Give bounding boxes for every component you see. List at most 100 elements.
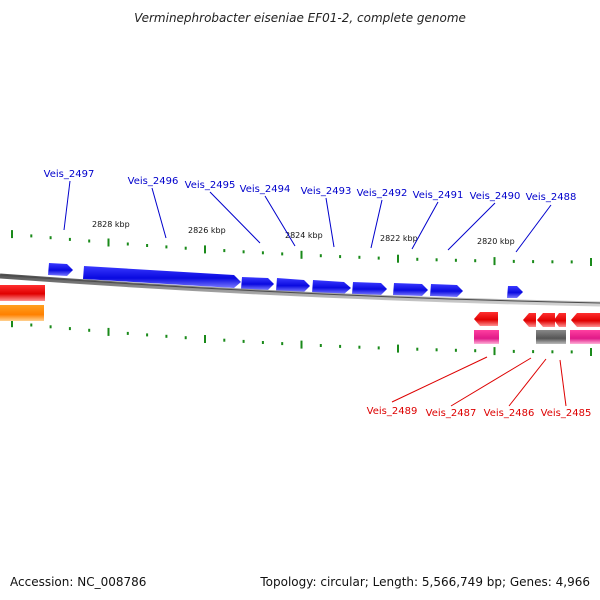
inner-tick [88,328,91,332]
inner-tick [184,336,187,340]
outer-tick [242,250,245,254]
outer-tick [223,249,226,253]
topology-text: Topology: circular; Length: 5,566,749 bp… [259,575,590,589]
outer-tick-row [11,230,592,266]
gene-veis-2485-pink[interactable] [570,330,600,344]
callout-line-veis-2493 [325,197,335,248]
gene-veis-2486b[interactable] [554,313,566,327]
gene-label-veis-2497[interactable]: Veis_2497 [44,169,95,180]
outer-tick [474,259,477,263]
outer-tick [49,236,52,240]
outer-tick [30,234,33,238]
gene-veis-2490[interactable] [430,284,463,297]
outer-tick [184,246,187,250]
gene-veis-2488[interactable] [507,286,523,298]
callout-line-veis-2487 [450,357,532,407]
inner-tick [377,346,380,350]
gene-label-veis-2490[interactable]: Veis_2490 [470,191,521,202]
inner-tick [165,334,168,338]
gene-veis-2493[interactable] [312,280,351,294]
inner-tick [242,339,245,343]
gene-veis-2494[interactable] [276,278,310,292]
reverse-genes [0,285,600,344]
outer-tick [319,254,322,258]
gene-label-veis-2492[interactable]: Veis_2492 [357,188,408,199]
gene-block-left-red[interactable] [0,285,45,301]
gene-label-veis-2488[interactable]: Veis_2488 [526,192,577,203]
inner-tick [551,350,554,354]
gene-veis-2487[interactable] [523,313,536,327]
gene-label-veis-2487[interactable]: Veis_2487 [426,408,477,419]
gene-label-veis-2494[interactable]: Veis_2494 [240,184,291,195]
inner-tick [435,348,438,352]
callout-line-veis-2494 [264,195,296,247]
callout-line-veis-2495 [209,191,261,244]
scale-label-2824: 2824 kbp [285,231,323,240]
gene-veis-2495[interactable] [241,277,274,290]
gene-veis-2486-gray[interactable] [536,330,566,344]
inner-tick [590,348,592,356]
inner-tick [261,341,264,344]
inner-tick [281,342,284,346]
callout-line-veis-2492 [370,199,383,249]
inner-tick [146,333,149,337]
gene-veis-2491[interactable] [393,283,428,296]
inner-tick [532,350,535,354]
outer-tick [339,255,342,259]
inner-tick [204,335,206,343]
gene-label-veis-2491[interactable]: Veis_2491 [413,190,464,201]
callout-line-veis-2488 [515,204,552,253]
outer-tick [107,238,110,247]
gene-veis-2497[interactable] [48,263,73,276]
gene-label-veis-2485[interactable]: Veis_2485 [541,408,592,419]
outer-tick [126,242,129,246]
outer-tick [377,256,380,260]
outer-tick [454,258,457,262]
gene-label-veis-2489[interactable]: Veis_2489 [367,406,418,417]
outer-tick [146,244,149,247]
scale-label-2820: 2820 kbp [477,237,515,246]
gene-label-veis-2493[interactable]: Veis_2493 [301,186,352,197]
reverse-gene-labels: Veis_2489 Veis_2487 Veis_2486 Veis_2485 [367,406,592,419]
gene-veis-2489-pink[interactable] [474,330,499,344]
outer-tick [590,258,592,266]
inner-tick [493,347,496,356]
gene-label-veis-2486[interactable]: Veis_2486 [484,408,535,419]
gene-block-left-orange[interactable] [0,305,44,321]
gene-veis-2485[interactable] [571,313,600,327]
outer-tick [435,258,438,262]
gene-veis-2489[interactable] [474,312,498,326]
gene-veis-2496[interactable] [83,266,241,288]
outer-tick [204,245,206,254]
forward-gene-labels: Veis_2497 Veis_2496 Veis_2495 Veis_2494 … [44,169,577,203]
inner-tick [126,331,129,335]
gene-label-veis-2496[interactable]: Veis_2496 [128,176,179,187]
callout-line-veis-2490 [447,202,496,251]
outer-tick [570,260,573,264]
inner-tick [107,327,110,336]
accession-text: Accession: NC_008786 [10,575,146,589]
callout-line-veis-2496 [151,187,167,239]
map-title: Verminephrobacter eiseniae EF01-2, compl… [134,11,466,25]
gene-veis-2492[interactable] [352,282,387,295]
inner-tick [319,344,322,347]
inner-tick [474,349,477,353]
reverse-callout-lines [391,356,567,407]
outer-tick [532,260,535,264]
callout-line-veis-2486 [508,358,547,407]
scale-label-2822: 2822 kbp [380,234,418,243]
outer-tick [68,237,71,241]
inner-tick [30,323,33,327]
inner-tick [512,349,515,353]
inner-tick [11,319,13,328]
scale-label-2826: 2826 kbp [188,226,226,235]
forward-callout-lines [63,180,552,253]
outer-tick [11,230,13,239]
gene-label-veis-2495[interactable]: Veis_2495 [185,180,236,191]
gene-veis-2486[interactable] [537,313,555,327]
inner-tick [223,338,226,342]
outer-tick [358,255,361,259]
callout-line-veis-2497 [63,180,71,231]
inner-tick [49,325,52,329]
scale-label-2828: 2828 kbp [92,220,130,229]
